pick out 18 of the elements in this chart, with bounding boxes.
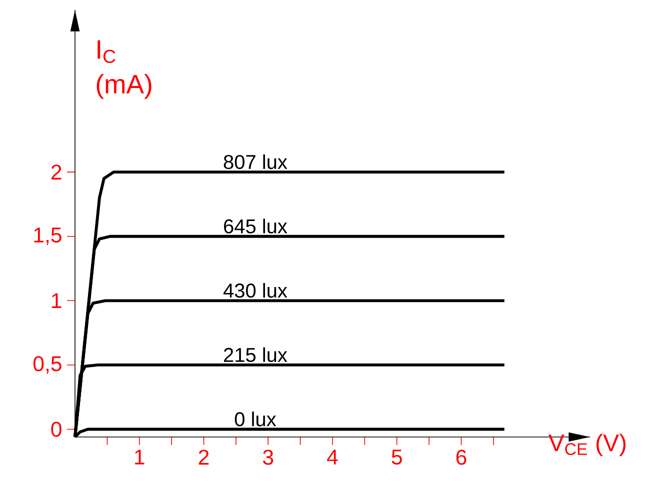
y-axis-title: I$_{C}$ (mA) [96, 40, 152, 99]
y-tick-label: 0,5 [33, 356, 62, 374]
x-tick-label: 2 [198, 450, 209, 465]
series-label: 215 lux [224, 347, 288, 362]
x-tick-label: 4 [327, 450, 338, 464]
series-label: 430 lux [223, 283, 288, 298]
y-tick-label: 2 [51, 164, 62, 180]
series-label: 645 lux [224, 218, 288, 234]
y-tick-label: 1 [52, 293, 62, 308]
y-tick-label: 0 [51, 422, 62, 437]
x-tick-label: 3 [263, 450, 274, 465]
x-tick-label: 5 [392, 450, 402, 465]
x-tick-label: 1 [135, 450, 144, 464]
series-label: 807 lux [224, 154, 288, 170]
x-tick-label: 6 [456, 450, 466, 465]
series-label: 0 lux [234, 412, 276, 426]
x-axis-title: V$_{CE}$ (V) [548, 434, 626, 456]
y-tick-label: 1,5 [34, 228, 62, 246]
